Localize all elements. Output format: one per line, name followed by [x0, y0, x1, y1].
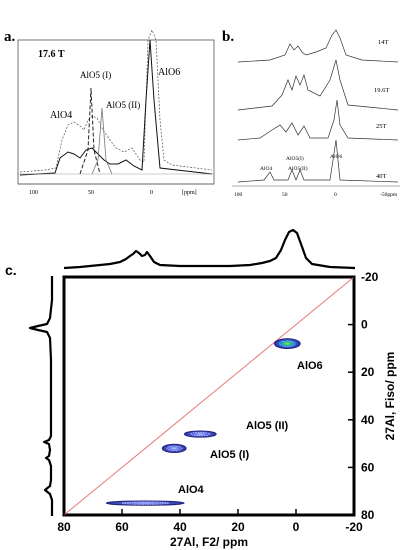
- peak-label-alo4: AlO4: [178, 484, 205, 496]
- panel-b-tick: 0: [334, 192, 337, 198]
- peak-alo4: [105, 500, 185, 506]
- peak-alo5-ii-contour: [190, 432, 211, 437]
- panel-b: b. 14T 19.6T 25T 40T AlO4 AlO5(I) AlO5(I…: [222, 29, 400, 198]
- y-tick-label: 20: [361, 365, 375, 379]
- peak-alo6: [273, 338, 301, 350]
- panel-b-field-25t: 25T: [376, 123, 387, 130]
- peak-label-alo5-i: AlO5 (I): [210, 449, 249, 461]
- panel-b-field-19-6t: 19.6T: [374, 87, 389, 94]
- y-tick-label: 0: [361, 318, 368, 332]
- panel-b-trace-19-6t: [237, 59, 399, 111]
- panel-b-tick: -50ppm: [380, 192, 398, 198]
- y-tick-label: 80: [361, 508, 375, 522]
- y-axis: -20 0 20 40 60 80: [348, 270, 379, 522]
- x-axis: 80 60 40 20 0 -20: [57, 509, 363, 534]
- x-axis-label: 27Al, F2/ ppm: [170, 535, 248, 549]
- panel-b-label-alo5-i: AlO5(I): [286, 155, 304, 162]
- peak-label-alo6: AlO6: [297, 360, 323, 372]
- panel-b-trace-40t: [237, 139, 399, 183]
- panel-a-tick: 100: [29, 190, 38, 196]
- peak-alo5-ii: [183, 430, 217, 438]
- panel-a-component: [91, 107, 113, 175]
- panel-b-label-alo5-ii: AlO5(II): [288, 165, 308, 172]
- peak-label-alo5-ii: AlO5 (II): [246, 420, 289, 432]
- panel-b-label-alo4: AlO4: [260, 166, 272, 172]
- panel-a-tick: 0: [150, 190, 153, 196]
- peak-alo5-i-contour: [166, 445, 182, 451]
- diagonal-line: [63, 276, 355, 516]
- x-tick-label: 20: [231, 520, 245, 534]
- y-tick-label: -20: [361, 270, 379, 284]
- f2-projection: [63, 228, 356, 270]
- panel-c: c. 80 60 40 20 0 -20 -20 0 20 40 60 80 AlO6 AlO5 (…: [5, 228, 397, 549]
- x-tick-label: 80: [57, 520, 71, 534]
- peak-alo5-i: [161, 443, 187, 453]
- panel-b-field-40t: 40T: [376, 173, 387, 180]
- panel-b-tick: 50: [282, 192, 288, 198]
- panel-b-trace-14t: [237, 29, 399, 63]
- x-tick-label: 40: [173, 520, 187, 534]
- fiso-projection: [28, 276, 54, 516]
- x-tick-label: 0: [293, 520, 300, 534]
- x-tick-label: -20: [345, 520, 363, 534]
- panel-a-label-alo5-ii: AlO5 (II): [106, 100, 140, 110]
- panel-b-label-alo6: AlO6: [330, 154, 342, 160]
- panel-a-label-alo5-i: AlO5 (I): [80, 70, 111, 80]
- panel-b-letter: b.: [222, 29, 234, 45]
- y-axis-label: 27Al, Fiso/ ppm: [383, 352, 397, 441]
- x-tick-label: 60: [115, 520, 129, 534]
- panel-c-letter: c.: [5, 262, 17, 278]
- panel-a-field: 17.6 T: [38, 49, 65, 60]
- panel-a-frame: [17, 39, 215, 185]
- peak-contours: [105, 338, 301, 506]
- panel-a-component: [79, 87, 101, 175]
- panel-a-letter: a.: [4, 29, 16, 45]
- panel-b-field-14t: 14T: [378, 39, 389, 46]
- peak-alo6-contour: [279, 340, 296, 347]
- panel-a-unit: [ppm]: [182, 190, 197, 196]
- panel-b-trace-25t: [237, 99, 399, 141]
- y-tick-label: 60: [361, 460, 375, 474]
- panel-a-label-alo4: AlO4: [50, 110, 72, 121]
- panel-a-label-alo6: AlO6: [158, 67, 180, 78]
- panel-a: a. 17.6 T AlO4 AlO5 (I) AlO5 (II) AlO6 1…: [4, 29, 215, 196]
- y-tick-label: 40: [361, 413, 375, 427]
- panel-a-tick: 50: [88, 190, 94, 196]
- panel-b-tick: 100: [234, 192, 243, 198]
- panel-a-trace-total: [19, 29, 213, 173]
- peak-alo4-contour: [121, 501, 169, 505]
